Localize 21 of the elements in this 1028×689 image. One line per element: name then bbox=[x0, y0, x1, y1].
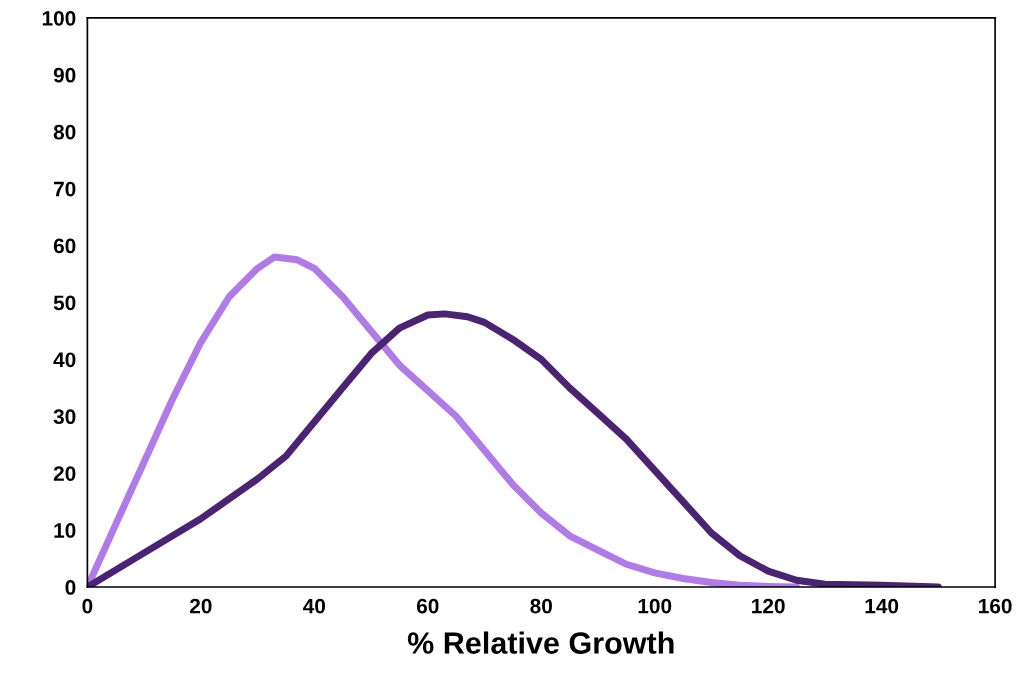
x-tick-label: 0 bbox=[82, 598, 93, 614]
x-tick-label: 120 bbox=[752, 598, 785, 614]
x-tick-label: 140 bbox=[865, 598, 899, 614]
y-tick-label: 60 bbox=[53, 238, 76, 254]
y-tick-label: 80 bbox=[53, 124, 76, 140]
y-tick-label: 40 bbox=[53, 352, 76, 368]
y-tick-label: 20 bbox=[53, 466, 76, 481]
y-tick-label: 0 bbox=[65, 580, 76, 595]
x-tick-label: 160 bbox=[979, 598, 1012, 614]
x-tick-label: 80 bbox=[530, 598, 552, 614]
x-tick-label: 100 bbox=[638, 598, 672, 614]
y-tick-label: 30 bbox=[53, 409, 76, 425]
x-tick-label: 20 bbox=[189, 598, 212, 614]
y-tick-label: 50 bbox=[53, 295, 76, 311]
y-tick-label: 70 bbox=[53, 181, 76, 197]
x-axis-title: % Relative Growth bbox=[407, 631, 674, 654]
y-tick-label: 100 bbox=[42, 10, 76, 26]
x-tick-label: 60 bbox=[416, 598, 439, 614]
y-tick-label: 10 bbox=[54, 523, 76, 538]
y-tick-label: 90 bbox=[53, 67, 76, 83]
x-tick-label: 40 bbox=[303, 598, 326, 614]
